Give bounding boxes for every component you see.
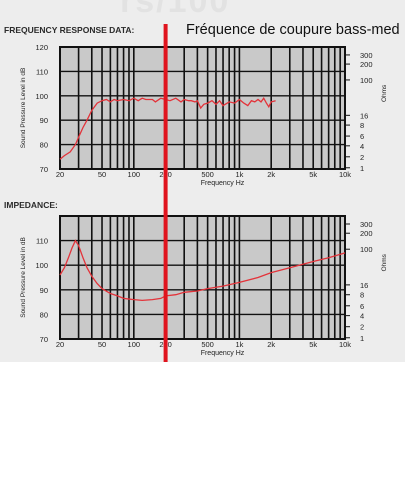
x-axis-label: Frequency Hz	[201, 180, 245, 187]
y2-tick-label: 100	[360, 245, 373, 254]
y-axis-label: Sound Pressure Level in dB	[20, 237, 27, 318]
y-tick-label: 110	[36, 67, 48, 76]
y-tick-label: 110	[36, 237, 48, 246]
y-tick-label: 100	[35, 92, 48, 101]
y2-tick-label: 4	[360, 142, 364, 151]
y-tick-label: 90	[40, 286, 48, 295]
x-tick-label: 500	[201, 340, 214, 349]
x-tick-label: 20	[56, 340, 64, 349]
series-line	[59, 96, 276, 160]
y-axis-label: Sound Pressure Level in dB	[20, 68, 27, 149]
y2-tick-label: 1	[360, 334, 364, 343]
x-tick-label: 10k	[339, 340, 351, 349]
y2-tick-label: 8	[360, 291, 364, 300]
y-tick-label: 120	[35, 43, 48, 52]
series-line	[59, 239, 346, 302]
x-tick-label: 2k	[267, 170, 275, 179]
plot-frame	[59, 215, 346, 340]
x-tick-label: 5k	[309, 170, 317, 179]
y2-tick-label: 16	[360, 281, 368, 290]
x-tick-label: 20	[56, 170, 64, 179]
y-tick-label: 80	[40, 141, 48, 150]
x-tick-label: 500	[201, 170, 214, 179]
y2-tick-label: 2	[360, 323, 364, 332]
x-tick-label: 1k	[235, 170, 243, 179]
plot-area	[60, 216, 345, 339]
y2-tick-label: 1	[360, 164, 364, 173]
x-tick-label: 100	[128, 340, 141, 349]
y-tick-label: 80	[40, 310, 48, 319]
x-tick-label: 50	[98, 340, 106, 349]
y2-tick-label: 2	[360, 153, 364, 162]
charts-canvas: FREQUENCY RESPONSE DATA: 20 50 100 200 500 1k 2…	[4, 22, 400, 362]
cutoff-annotation: Fréquence de coupure bass-med	[186, 22, 400, 38]
chart-title: FREQUENCY RESPONSE DATA:	[4, 25, 135, 35]
y2-tick-label: 300	[360, 220, 373, 229]
y2-tick-label: 100	[360, 76, 373, 85]
x-tick-label: 1k	[235, 340, 243, 349]
y2-tick-label: 300	[360, 51, 373, 60]
y2-tick-label: 4	[360, 312, 364, 321]
x-tick-label: 2k	[267, 340, 275, 349]
y-tick-label: 70	[40, 165, 48, 174]
y2-tick-label: 200	[360, 60, 373, 69]
y2-tick-label: 6	[360, 302, 364, 311]
y-tick-label: 100	[35, 261, 48, 270]
y2-tick-label: 6	[360, 132, 364, 141]
y2-tick-label: 16	[360, 111, 368, 120]
plot-area	[60, 47, 345, 169]
chart-title: IMPEDANCE:	[4, 200, 58, 210]
y-tick-label: 90	[40, 116, 48, 125]
x-axis-label: Frequency Hz	[201, 350, 245, 357]
x-tick-label: 100	[128, 170, 141, 179]
watermark: rs/100	[120, 0, 231, 20]
x-tick-label: 5k	[309, 340, 317, 349]
y-tick-label: 70	[40, 335, 48, 344]
x-tick-label: 50	[98, 170, 106, 179]
y2-axis-label: Ohms	[381, 84, 388, 102]
y2-tick-label: 8	[360, 121, 364, 130]
y2-tick-label: 200	[360, 229, 373, 238]
y2-axis-label: Ohms	[381, 253, 388, 271]
plot-frame	[59, 46, 346, 170]
x-tick-label: 10k	[339, 170, 351, 179]
